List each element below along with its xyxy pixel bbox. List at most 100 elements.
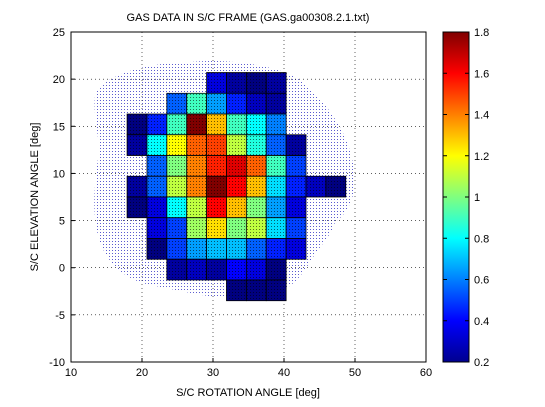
chart-title: GAS DATA IN S/C FRAME (GAS.ga00308.2.1.t… [127, 12, 370, 24]
heatmap-cell-dots [246, 134, 267, 156]
heatmap-cell-dots [266, 197, 287, 218]
heatmap-cell-dots [226, 238, 247, 260]
y-tick-label: 0 [59, 263, 65, 275]
heatmap-cell-dots [246, 93, 267, 115]
x-tick-label: 30 [207, 367, 219, 379]
y-tick-label: 5 [59, 216, 65, 228]
heatmap-cell-dots [127, 197, 147, 218]
heatmap-cell-dots [246, 197, 267, 218]
heatmap-cell-dots [127, 176, 147, 197]
heatmap-cell-dots [266, 134, 287, 156]
heatmap-cell-dots [266, 72, 287, 94]
heatmap-cells [126, 72, 347, 302]
heatmap-cell-dots [226, 93, 247, 115]
heatmap-cell-dots [206, 259, 227, 280]
heatmap-cell-dots [226, 176, 247, 197]
heatmap-cell-dots [186, 93, 207, 115]
heatmap-cell-dots [146, 238, 167, 260]
heatmap-cell-dots [226, 155, 247, 177]
heatmap-cell-dots [166, 238, 187, 260]
heatmap-cell-dots [266, 176, 287, 197]
heatmap-cell-dots [226, 217, 247, 239]
heatmap-cell-dots [266, 217, 287, 239]
colorbar-ticks: 0.2 0.4 0.6 0.8 1 1.2 1.4 1.6 1.8 [443, 27, 489, 369]
heatmap-cell-dots [186, 197, 207, 218]
heatmap-cell-dots [206, 176, 227, 197]
heatmap-cell-dots [286, 134, 307, 156]
heatmap-cell-dots [226, 197, 247, 218]
heatmap-cell-dots [146, 134, 167, 156]
heatmap-cell-dots [166, 259, 187, 280]
heatmap-cell-dots [127, 134, 147, 156]
x-tick-label: 40 [278, 367, 290, 379]
x-tick-label: 20 [136, 367, 148, 379]
heatmap-cell-dots [186, 217, 207, 239]
heatmap-cell-dots [166, 176, 187, 197]
heatmap-cell-dots [286, 155, 307, 177]
heatmap-cell-dots [186, 238, 207, 260]
y-tick-label: -10 [49, 357, 65, 369]
heatmap-cell-dots [186, 134, 207, 156]
heatmap-cell-dots [286, 238, 307, 260]
heatmap-cell-dots [206, 93, 227, 115]
heatmap-cell-dots [246, 72, 267, 94]
heatmap-cell-dots [246, 238, 267, 260]
heatmap-cell-dots [166, 114, 187, 135]
colorbar-tick-label: 0.2 [474, 357, 489, 369]
heatmap-cell-dots [146, 176, 167, 197]
colorbar-tick-label: 1 [474, 192, 480, 204]
x-tick-label: 50 [349, 367, 361, 379]
colorbar-tick-label: 1.6 [474, 68, 489, 80]
heatmap-cell-dots [146, 197, 167, 218]
colorbar [442, 31, 470, 363]
heatmap-cell-dots [226, 279, 247, 301]
x-axis-label: S/C ROTATION ANGLE [deg] [176, 387, 320, 399]
heatmap-cell-dots [206, 217, 227, 239]
heatmap-cell-dots [246, 259, 267, 280]
colorbar-tick-label: 1.4 [474, 110, 489, 122]
heatmap-cell-dots [286, 176, 307, 197]
colorbar-tick-label: 1.8 [474, 27, 489, 39]
y-tick-label: 15 [53, 121, 65, 133]
heatmap-cell-dots [266, 259, 287, 280]
heatmap-cell-dots [306, 176, 326, 197]
x-tick-label: 60 [420, 367, 432, 379]
heatmap-cell-dots [266, 279, 287, 301]
heatmap-cell-dots [206, 197, 227, 218]
heatmap-cell-dots [246, 217, 267, 239]
heatmap-cell-dots [226, 259, 247, 280]
heatmap-cell-dots [186, 176, 207, 197]
heatmap-cell-dots [325, 176, 346, 197]
heatmap-cell-dots [226, 134, 247, 156]
heatmap-cell-dots [246, 155, 267, 177]
heatmap-cell-dots [246, 279, 267, 301]
heatmap-cell-dots [146, 114, 167, 135]
heatmap-cell-dots [166, 93, 187, 115]
colorbar-tick-label: 0.6 [474, 275, 489, 287]
x-axis-ticks: 10 20 30 40 50 60 [65, 358, 432, 379]
y-tick-label: 10 [53, 168, 65, 180]
heatmap-cell-dots [206, 134, 227, 156]
heatmap-cell-dots [186, 155, 207, 177]
heatmap-cell-dots [206, 238, 227, 260]
heatmap-cell-dots [166, 134, 187, 156]
x-tick-label: 10 [65, 367, 77, 379]
heatmap-cell-dots [186, 114, 207, 135]
heatmap-cell-dots [266, 238, 287, 260]
heatmap-cell-dots [206, 72, 227, 94]
colorbar-tick-label: 0.4 [474, 316, 489, 328]
heatmap-cell-dots [246, 114, 267, 135]
heatmap-cell-dots [146, 155, 167, 177]
plot-frame [70, 31, 427, 363]
heatmap-cell-dots [146, 217, 167, 239]
heatmap-cell-dots [166, 155, 187, 177]
heatmap-cell-dots [166, 217, 187, 239]
y-tick-label: 20 [53, 74, 65, 86]
colorbar-tick-label: 1.2 [474, 151, 489, 163]
colorbar-tick-label: 0.8 [474, 233, 489, 245]
heatmap-cell-dots [266, 114, 287, 135]
y-axis-ticks: -10 -5 0 5 10 15 20 25 [49, 27, 75, 369]
heatmap-cell-dots [226, 114, 247, 135]
heatmap-cell-dots [186, 259, 207, 280]
